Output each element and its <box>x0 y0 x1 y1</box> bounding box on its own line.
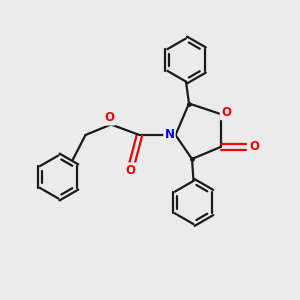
Text: O: O <box>221 106 231 119</box>
Text: O: O <box>104 111 115 124</box>
Text: O: O <box>125 164 136 177</box>
Text: N: N <box>164 128 175 142</box>
Text: O: O <box>249 140 260 154</box>
